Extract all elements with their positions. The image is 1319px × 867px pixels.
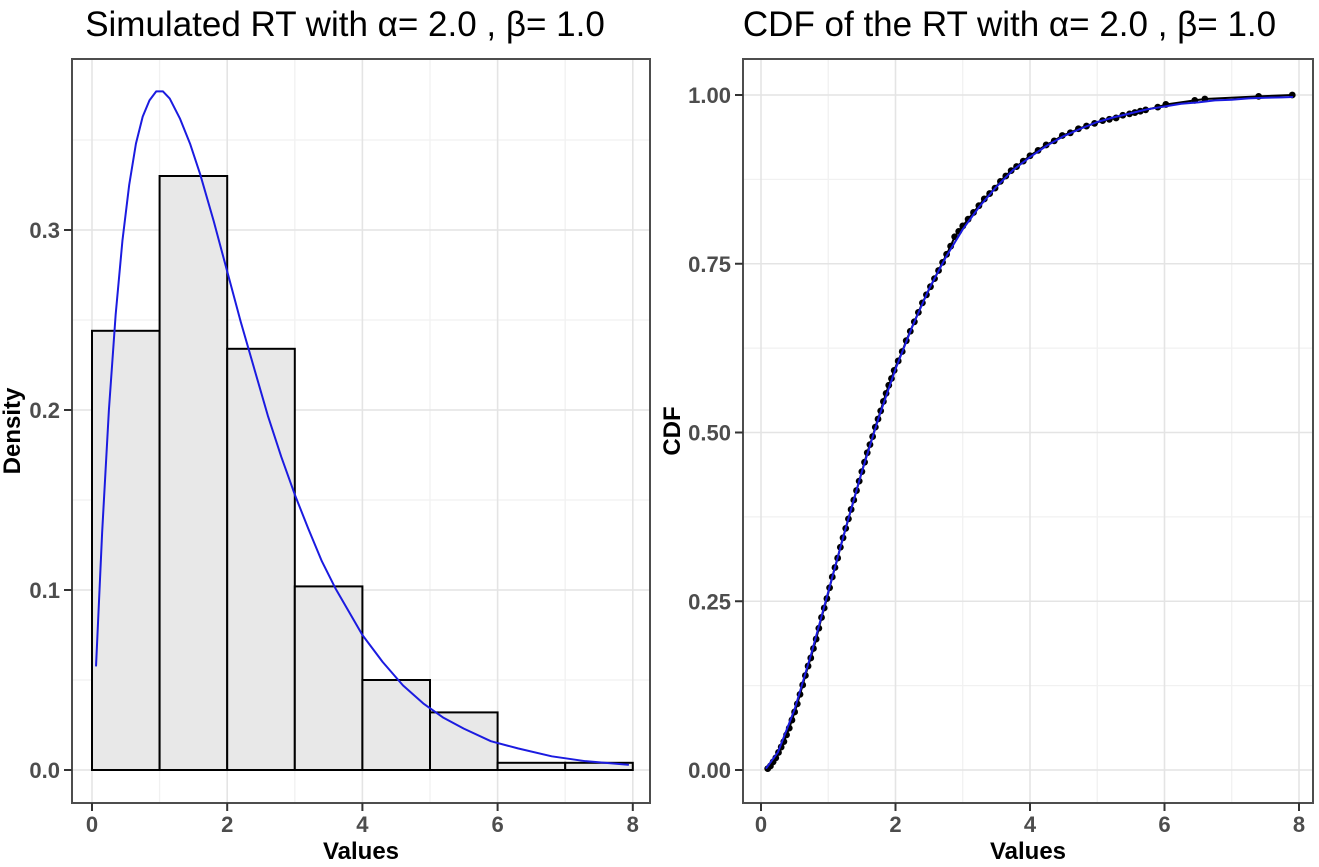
histogram-chart-svg: 0 2 4 6 8 Values 0.0 0.1 0.2 0.3 Density	[0, 58, 651, 865]
x-axis-tick-label: 6	[1158, 812, 1170, 837]
x-axis-title: Values	[323, 838, 399, 865]
histogram-bar	[361, 679, 431, 771]
x-axis-tick-label: 2	[221, 812, 233, 837]
x-axis-tick-label: 8	[1293, 812, 1305, 837]
histogram-plot-title: Simulated RT with α= 2.0 , β= 1.0	[85, 5, 605, 44]
y-axis-title: Density	[0, 387, 26, 474]
panel-border	[71, 58, 651, 804]
x-axis-tick-label: 4	[1024, 812, 1037, 837]
cdf-curve	[765, 96, 1294, 769]
y-axis-tick-label: 0.50	[688, 421, 731, 446]
y-axis-tick-label: 0.75	[688, 252, 731, 277]
x-axis-tick-label: 0	[755, 812, 767, 837]
histogram-bar	[429, 711, 499, 772]
y-axis-tick-label: 0.00	[688, 758, 731, 783]
histogram-bar	[226, 347, 296, 771]
y-axis-tick-label: 0.1	[29, 578, 60, 603]
histogram-bar	[158, 175, 229, 771]
y-axis-tick-label: 0.3	[29, 218, 60, 243]
histogram-bar	[496, 761, 567, 771]
x-axis-tick-label: 0	[86, 812, 98, 837]
y-axis-title: CDF	[660, 406, 686, 455]
ecdf-point	[980, 195, 988, 203]
cdf-plot-title: CDF of the RT with α= 2.0 , β= 1.0	[742, 5, 1277, 44]
x-axis-tick-label: 8	[627, 812, 639, 837]
x-axis-tick-label: 6	[491, 812, 503, 837]
x-axis-tick-label: 4	[356, 812, 369, 837]
density-curve	[95, 90, 630, 766]
x-axis-tick-label: 2	[889, 812, 901, 837]
y-axis-tick-label: 0.25	[688, 589, 731, 614]
panel-border	[742, 58, 1314, 804]
histogram-bar	[91, 329, 161, 771]
y-axis-tick-label: 0.0	[29, 758, 60, 783]
x-axis-title: Values	[990, 838, 1066, 865]
y-axis-tick-label: 1.00	[688, 83, 731, 108]
y-axis-tick-label: 0.2	[29, 398, 60, 423]
cdf-chart-svg: 0 2 4 6 8 Values 0.00 0.25 0.50 0.75 1.00 CDF	[660, 58, 1314, 865]
panel-background	[743, 59, 1313, 803]
histogram-bar	[293, 585, 364, 772]
